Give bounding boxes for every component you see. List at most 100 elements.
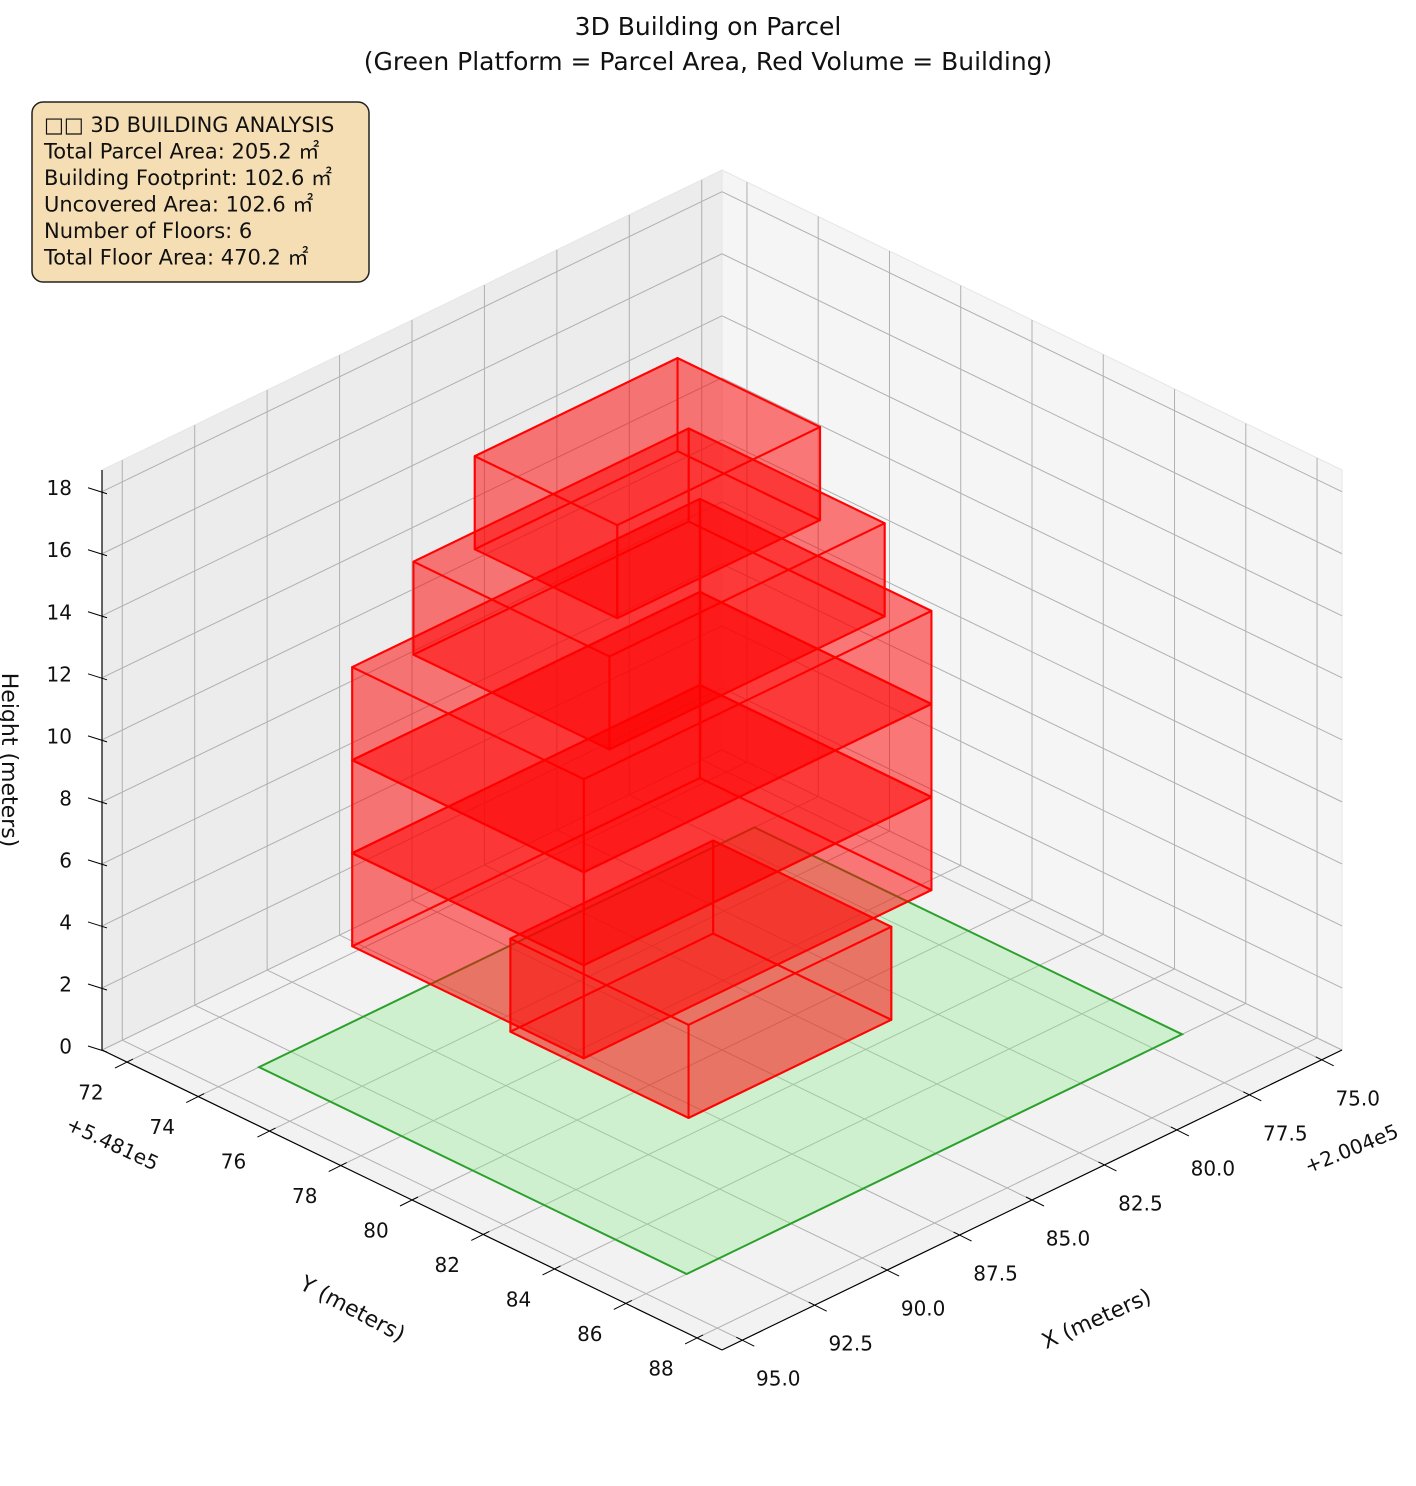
- grid-line: [721, 315, 1343, 617]
- y-tick: [471, 1231, 490, 1241]
- z-tick-label: 16: [47, 538, 72, 562]
- building-face: [473, 455, 619, 620]
- z-tick: [87, 921, 108, 929]
- grid-line: [101, 625, 723, 927]
- grid-line: [483, 934, 1104, 1235]
- x-tick: [880, 1266, 900, 1277]
- grid-line: [101, 687, 723, 989]
- y-tick-label: 80: [363, 1219, 388, 1243]
- grid-line: [101, 315, 723, 617]
- grid-line: [721, 563, 1343, 865]
- info-line: Total Floor Area: 470.2 ㎡: [43, 246, 309, 270]
- x-tick-label: 82.5: [1118, 1191, 1163, 1215]
- y-tick: [185, 1093, 205, 1103]
- grid-line: [554, 968, 1175, 1270]
- info-line: Total Parcel Area: 205.2 ㎡: [43, 140, 319, 164]
- info-box: [31, 101, 370, 283]
- grid-line: [101, 749, 723, 1051]
- y-tick-label: 72: [78, 1081, 103, 1105]
- grid-line: [721, 687, 1343, 989]
- z-tick: [87, 673, 108, 681]
- y-tick: [542, 1265, 561, 1276]
- z-tick: [87, 983, 108, 991]
- building-face: [509, 937, 690, 1119]
- x-tick-label: 92.5: [828, 1332, 873, 1356]
- grid-line: [101, 191, 723, 493]
- info-line: Building Footprint: 102.6 ㎡: [44, 166, 332, 190]
- scene: 75.0 77.5 80.0 82.5 85.0 87.5 90.0 92.5 95.0 72 74…: [0, 169, 1402, 1391]
- y-offset-label: +5.481e5: [63, 1112, 163, 1176]
- chart-subtitle: (Green Platform = Parcel Area, Red Volum…: [364, 47, 1053, 76]
- y-tick: [684, 1334, 704, 1345]
- building-face: [351, 666, 585, 874]
- x-tick: [808, 1301, 827, 1312]
- y-tick: [257, 1127, 276, 1138]
- z-tick-label: 6: [59, 848, 72, 872]
- z-tick: [87, 735, 108, 743]
- y-tick: [328, 1162, 347, 1172]
- building-floor: [412, 427, 886, 751]
- grid-line: [101, 501, 723, 803]
- z-tick-label: 0: [59, 1035, 72, 1059]
- y-tick-label: 76: [221, 1150, 246, 1174]
- info-line: □□ 3D BUILDING ANALYSIS: [44, 113, 334, 137]
- z-tick-label: 4: [59, 910, 72, 934]
- grid-line: [101, 439, 723, 741]
- y-tick-label: 74: [149, 1115, 174, 1139]
- x-tick: [1170, 1126, 1190, 1137]
- z-tick-label: 8: [59, 786, 72, 810]
- x-tick: [1243, 1091, 1262, 1102]
- z-tick-label: 12: [47, 662, 72, 686]
- y-tick: [114, 1058, 134, 1069]
- grid-line: [721, 749, 1343, 1051]
- z-tick-label: 18: [47, 476, 72, 500]
- z-tick-label: 2: [59, 972, 72, 996]
- x-tick-label: 90.0: [901, 1297, 946, 1321]
- building-floor: [509, 839, 893, 1119]
- grid-line: [721, 191, 1343, 493]
- info-line: Number of Floors: 6: [44, 219, 252, 243]
- grid-line: [269, 830, 890, 1132]
- x-tick-label: 75.0: [1335, 1086, 1380, 1110]
- y-tick-label: 88: [648, 1356, 673, 1380]
- grid-line: [721, 253, 1343, 555]
- x-offset-label: +2.004e5: [1301, 1119, 1402, 1178]
- x-tick-label: 85.0: [1046, 1227, 1091, 1251]
- x-tick: [736, 1336, 755, 1347]
- x-tick-label: 87.5: [973, 1262, 1018, 1286]
- x-tick-label: 95.0: [756, 1367, 801, 1391]
- info-lines: □□ 3D BUILDING ANALYSIS Total Parcel Area…: [43, 113, 334, 270]
- grid-line: [340, 865, 961, 1166]
- grid-line: [411, 899, 1033, 1201]
- y-tick: [613, 1300, 633, 1310]
- z-tick: [87, 1045, 108, 1053]
- x-tick: [953, 1231, 972, 1242]
- z-tick: [87, 487, 108, 495]
- z-tick: [87, 611, 108, 619]
- building-floor: [473, 357, 822, 620]
- grid-line: [721, 377, 1343, 679]
- x-tick-label: 77.5: [1263, 1121, 1308, 1145]
- z-tick: [87, 797, 108, 805]
- x-tick: [1315, 1056, 1334, 1067]
- chart-title: 3D Building on Parcel: [575, 12, 842, 41]
- x-axis-label: X (meters): [1038, 1284, 1155, 1354]
- grid-line: [101, 253, 723, 555]
- grid-line: [721, 439, 1343, 741]
- grid-line: [101, 377, 723, 679]
- parcel: [256, 826, 1185, 1276]
- y-axis-label: Y (meters): [295, 1271, 409, 1348]
- y-tick-label: 78: [292, 1184, 317, 1208]
- grid-line: [721, 625, 1343, 927]
- x-tick: [1098, 1161, 1117, 1172]
- building-floor: [351, 497, 933, 874]
- grid-line: [126, 761, 748, 1063]
- z-tick: [87, 859, 108, 867]
- y-tick-label: 84: [506, 1287, 531, 1311]
- y-tick-label: 86: [577, 1322, 602, 1346]
- z-tick-label: 10: [47, 724, 72, 748]
- y-tick: [399, 1196, 419, 1207]
- z-tick-label: 14: [47, 600, 72, 624]
